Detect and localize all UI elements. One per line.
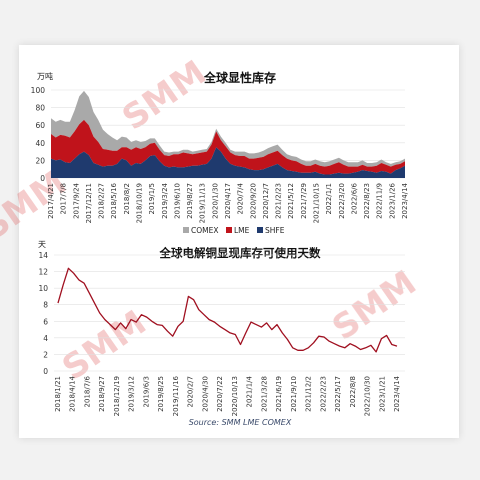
x-tick-label: 2019/3/24 [161, 182, 169, 218]
x-tick-label: 2017/4/21 [47, 183, 55, 219]
x-tick-label: 2019/6/10 [173, 183, 181, 219]
x-tick-label: 2021/7/29 [300, 183, 308, 219]
x-tick-label: 2021/2/23 [275, 183, 283, 219]
x-tick-label: 2020/9/20 [249, 183, 257, 219]
x-tick-label: 2020/4/30 [201, 376, 209, 412]
legend-swatch-comex [183, 227, 189, 233]
y-tick-label: 80 [35, 104, 45, 113]
x-tick-label: 2021/12/2 [305, 376, 313, 412]
x-tick-label: 2018/1/21 [54, 376, 62, 412]
x-tick-label: 2018/7/6 [83, 375, 91, 407]
chart2-xticks: 2018/1/21 2018/4/14 2018/7/6 2018/9/27 2018/… [54, 375, 401, 416]
area-lme [51, 119, 405, 175]
x-tick-label: 2019/3/12 [128, 376, 136, 412]
x-tick-label: 2022/11/9 [376, 183, 384, 219]
x-tick-label: 2022/8/8 [349, 376, 357, 407]
x-tick-label: 2020/7/4 [237, 182, 245, 214]
chart1-xticks: 2017/4/21 2017/7/8 2017/9/24 2017/12/11 2018… [47, 182, 409, 223]
x-tick-label: 2021/1/4 [246, 375, 254, 407]
x-tick-label: 2021/3/28 [260, 376, 268, 412]
chart1-title: 全球显性库存 [203, 70, 276, 85]
y-tick-label: 2 [43, 350, 48, 359]
x-tick-label: 2022/1/1 [325, 183, 333, 214]
x-tick-label: 2022/10/30 [364, 376, 372, 416]
x-tick-label: 2020/1/30 [211, 183, 219, 219]
area-comex [51, 90, 405, 167]
x-tick-label: 2018/10/19 [136, 183, 144, 223]
x-tick-label: 2019/8/27 [186, 183, 194, 219]
x-tick-label: 2019/1/5 [148, 183, 156, 214]
x-tick-label: 2021/5/12 [287, 183, 295, 219]
x-tick-label: 2023/4/14 [393, 375, 401, 411]
x-tick-label: 2021/9/10 [290, 376, 298, 412]
y-tick-label: 14 [38, 251, 48, 260]
x-tick-label: 2022/5/17 [334, 376, 342, 412]
x-tick-label: 2018/9/27 [98, 376, 106, 412]
x-tick-label: 2023/1/26 [388, 182, 396, 218]
legend-label-comex: COMEX [191, 226, 219, 235]
x-tick-label: 2022/3/20 [338, 183, 346, 219]
chart2-title: 全球电解铜显现库存可使用天数 [159, 246, 321, 260]
y-tick-label: 60 [35, 121, 45, 130]
x-tick-label: 2019/11/16 [172, 375, 180, 416]
y-tick-label: 0 [43, 367, 48, 376]
chart2-grid [54, 254, 405, 372]
watermark-smm: SMM [115, 53, 213, 139]
watermark-smm: SMM [325, 263, 423, 349]
x-tick-label: 2020/10/13 [231, 376, 239, 416]
y-tick-label: 0 [40, 174, 45, 183]
series-line-days [57, 267, 398, 353]
x-tick-label: 2017/12/11 [85, 183, 93, 223]
legend-swatch-shfe [257, 227, 263, 233]
x-tick-label: 2021/6/19 [275, 376, 283, 412]
x-tick-label: 2022/6/6 [350, 182, 358, 214]
y-tick-label: 20 [35, 156, 45, 165]
x-tick-label: 2023/4/14 [401, 182, 409, 218]
x-tick-label: 2017/9/24 [72, 182, 80, 218]
x-tick-label: 2020/7/22 [216, 376, 224, 412]
x-tick-label: 2022/2/23 [319, 376, 327, 412]
x-tick-label: 2019/11/13 [199, 183, 207, 223]
legend-label-shfe: SHFE [265, 226, 285, 235]
x-tick-label: 2018/12/19 [113, 376, 121, 416]
x-tick-label: 2018/4/14 [69, 375, 77, 411]
source-note: Source: SMM LME COMEX [188, 418, 292, 427]
x-tick-label: 2017/7/8 [60, 183, 68, 214]
x-tick-label: 2018/5/16 [110, 182, 118, 218]
chart2-lines [57, 267, 398, 353]
x-tick-label: 2020/4/17 [224, 183, 232, 219]
y-tick-label: 100 [31, 86, 46, 95]
y-tick-label: 4 [43, 334, 48, 343]
x-tick-label: 2018/2/27 [98, 183, 106, 219]
chart1-areas [51, 90, 405, 178]
x-tick-label: 2020/2/7 [187, 376, 195, 407]
area-shfe [51, 147, 405, 178]
chart2-yticks: 0 2 4 6 8 10 12 14 [38, 251, 48, 376]
x-tick-label: 2021/10/15 [313, 183, 321, 223]
chart2-ylabel: 天 [38, 240, 46, 249]
chart1-yticks: 0 20 40 60 80 100 [31, 86, 46, 183]
y-tick-label: 6 [43, 317, 48, 326]
legend-label-lme: LME [234, 226, 250, 235]
chart1-legend: COMEX LME SHFE [183, 226, 285, 235]
y-tick-label: 12 [38, 268, 48, 277]
y-tick-label: 10 [38, 284, 48, 293]
x-tick-label: 2018/8/2 [123, 183, 131, 214]
x-tick-label: 2019/8/25 [157, 376, 165, 412]
watermarks: SMM SMM SMM SMM [0, 53, 424, 389]
legend-swatch-lme [226, 227, 232, 233]
y-tick-label: 40 [35, 139, 45, 148]
watermark-smm: SMM [55, 303, 153, 389]
x-tick-label: 2019/6/3 [142, 376, 150, 407]
x-tick-label: 2022/8/23 [363, 183, 371, 219]
chart1-ylabel: 万吨 [37, 71, 53, 81]
x-tick-label: 2023/1/21 [378, 376, 386, 412]
x-tick-label: 2020/12/7 [262, 183, 270, 219]
y-tick-label: 8 [43, 301, 48, 310]
